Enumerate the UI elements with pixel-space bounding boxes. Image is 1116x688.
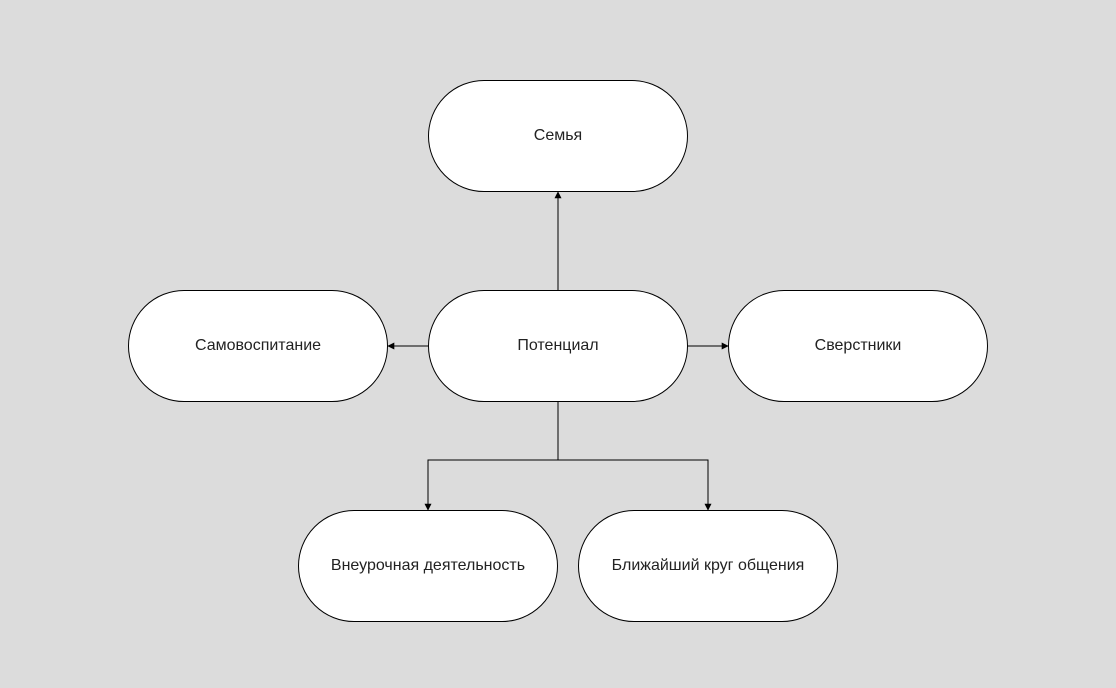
node-label: Сверстники [815,335,902,357]
node-bleft: Внеурочная деятельность [298,510,558,622]
node-bright: Ближайший круг общения [578,510,838,622]
node-right: Сверстники [728,290,988,402]
edge-center-bleft [428,402,558,510]
node-label: Самовоспитание [195,335,321,357]
node-center: Потенциал [428,290,688,402]
node-label: Семья [534,125,582,147]
node-label: Ближайший круг общения [612,555,805,577]
node-label: Потенциал [517,335,598,357]
node-top: Семья [428,80,688,192]
node-left: Самовоспитание [128,290,388,402]
edge-center-bright [558,402,708,510]
node-label: Внеурочная деятельность [331,555,525,577]
diagram-canvas: Потенциал Семья Самовоспитание Сверстники Вн… [0,0,1116,688]
